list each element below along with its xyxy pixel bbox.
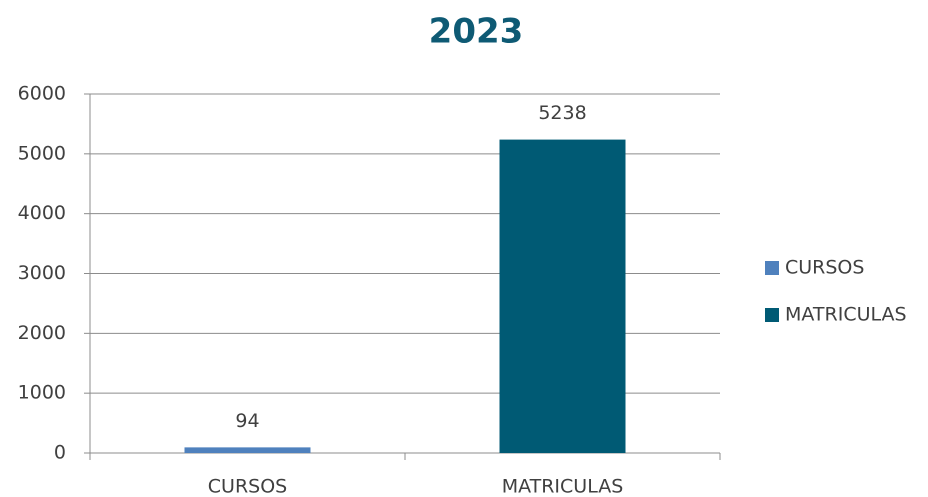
bar: [184, 447, 311, 453]
y-tick-label: 2000: [18, 322, 66, 344]
bar: [499, 139, 626, 453]
y-tick-label: 3000: [18, 262, 66, 284]
chart-title: 2023: [429, 12, 524, 52]
y-tick-label: 5000: [18, 142, 66, 164]
data-label: 94: [235, 410, 259, 432]
legend-swatch: [765, 261, 779, 275]
y-tick-label: 6000: [18, 83, 66, 105]
data-label: 5238: [538, 102, 586, 124]
x-tick-label: CURSOS: [208, 476, 287, 497]
legend-label: MATRICULAS: [785, 304, 907, 326]
x-tick-label: MATRICULAS: [502, 476, 624, 497]
y-tick-label: 1000: [18, 382, 66, 404]
legend-label: CURSOS: [785, 257, 864, 279]
legend-swatch: [765, 308, 779, 322]
y-tick-label: 0: [54, 442, 66, 464]
y-tick-label: 4000: [18, 202, 66, 224]
